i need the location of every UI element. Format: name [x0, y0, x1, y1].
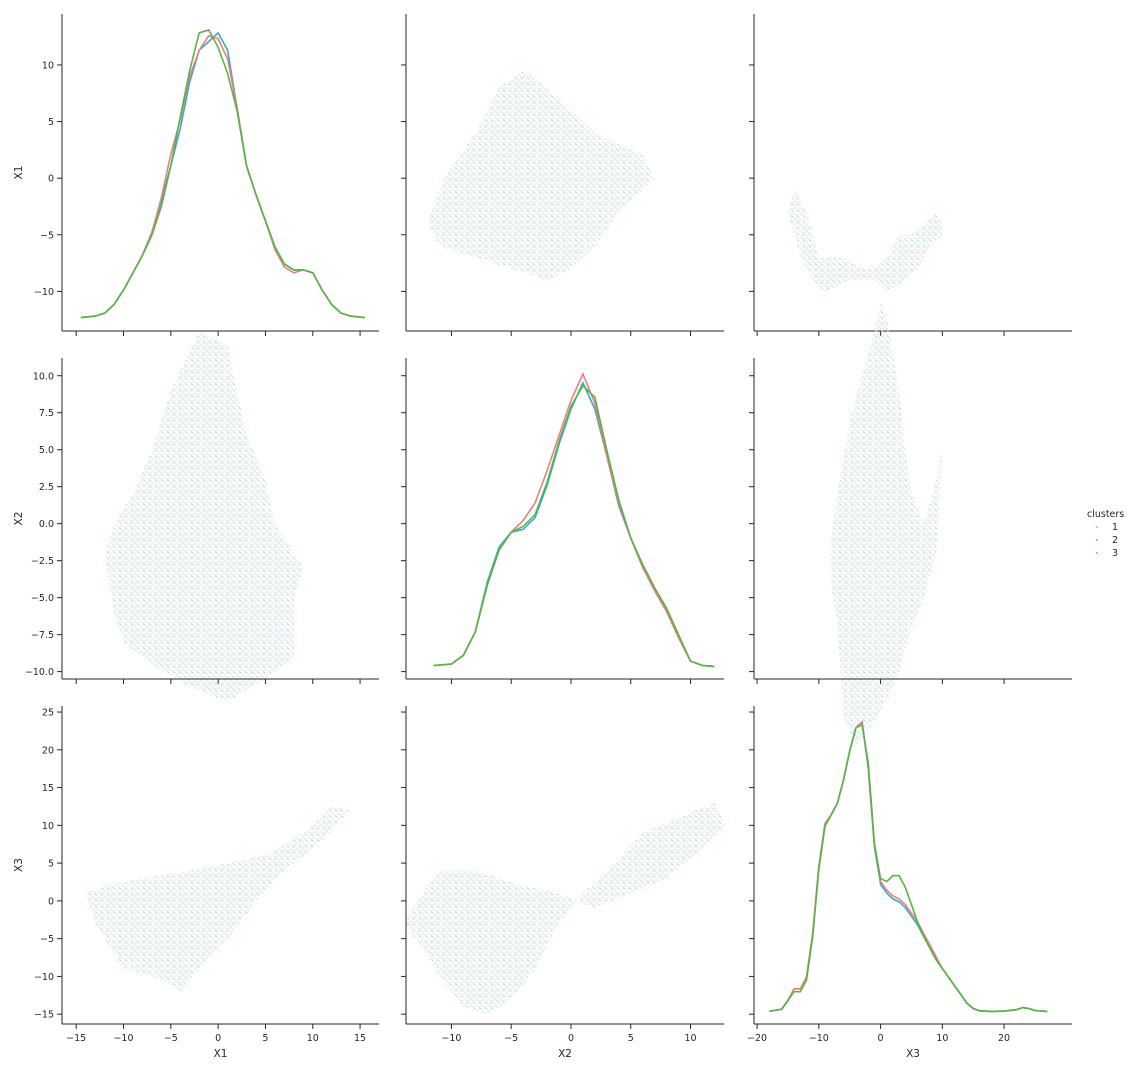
scatter-cloud-x1-vs-x2 [427, 70, 655, 281]
panel-x3-vs-x2: −10 −5 0 5 10 X2 [401, 706, 727, 1060]
legend-marker-3 [1096, 552, 1098, 554]
panel-x2-vs-x2 [401, 358, 724, 684]
x-axis-label-x2: X2 [558, 1048, 572, 1060]
x-tick-label: 10 [307, 1033, 319, 1044]
x-tick-label: 10 [936, 1033, 948, 1044]
scatter-cloud-x2-vs-x1 [104, 331, 304, 702]
panel-x3-vs-x3: −20 −10 0 10 20 X3 [747, 706, 1072, 1060]
y-axis-label-x3: X3 [13, 858, 25, 872]
legend-entry-1: 1 [1112, 522, 1118, 533]
panels-layer: −10 −5 0 5 10 X1 −10.0 −7.5 −5.0 −2.5 0.0 2.5 5.0 7.5… [13, 14, 1072, 1060]
x-tick-label: 0 [878, 1033, 884, 1044]
y-tick-label: 10 [42, 60, 54, 71]
y-tick-label: −2.5 [31, 556, 54, 567]
panel-x1-vs-x3 [749, 14, 1072, 336]
x-tick-label: −10 [441, 1033, 461, 1044]
y-tick-label: 0 [48, 174, 54, 185]
y-tick-label: 20 [42, 745, 54, 756]
y-tick-label: −10 [34, 287, 54, 298]
x-tick-label: −5 [504, 1033, 518, 1044]
y-tick-label: 10 [42, 821, 54, 832]
y-tick-label: 10.0 [33, 371, 54, 382]
kde-line-x3-cluster-3 [769, 720, 1048, 1013]
y-tick-label: 7.5 [39, 408, 54, 419]
y-tick-label: −10.0 [25, 667, 54, 678]
x-tick-label: 0 [568, 1033, 574, 1044]
kde-line-x1-cluster-1 [80, 34, 365, 319]
panel-x3-vs-x1: −15 −10 −5 0 5 10 15 20 25 −15 −10 −5 0 5 10 15 X3 X1 [13, 706, 379, 1060]
y-tick-label: 15 [42, 783, 54, 794]
scatter-cloud-x1-vs-x3 [788, 189, 943, 292]
y-tick-label: 0 [48, 896, 54, 907]
y-axis-label-x1: X1 [13, 166, 25, 180]
x-tick-label: 15 [354, 1033, 366, 1044]
kde-line-x1-cluster-3 [80, 31, 365, 319]
x-axis-label-x1: X1 [214, 1048, 228, 1060]
kde-line-x3-cluster-1 [769, 720, 1048, 1013]
kde-line-x3-cluster-2 [769, 723, 1048, 1013]
y-tick-label: −5.0 [31, 593, 54, 604]
legend: clusters 1 2 3 [1087, 509, 1124, 559]
y-tick-label: 25 [42, 708, 54, 719]
scatter-cloud-x2-vs-x3 [831, 301, 943, 746]
kde-line-x1-cluster-2 [80, 29, 365, 319]
y-tick-label: −5 [40, 230, 54, 241]
y-tick-label: 5 [48, 859, 54, 870]
y-tick-label: 0.0 [39, 519, 54, 530]
x-tick-label: 10 [684, 1033, 696, 1044]
kde-line-x2-cluster-2 [433, 384, 715, 668]
y-tick-label: −7.5 [31, 630, 54, 641]
x-tick-label: −10 [113, 1033, 133, 1044]
legend-title: clusters [1087, 509, 1124, 520]
y-tick-label: 2.5 [39, 482, 54, 493]
y-tick-label: −15 [34, 1010, 54, 1021]
legend-entry-3: 3 [1112, 548, 1118, 559]
y-tick-label: −5 [40, 934, 54, 945]
x-tick-label: 20 [998, 1033, 1010, 1044]
x-tick-label: −15 [66, 1033, 86, 1044]
x-tick-label: 5 [628, 1033, 634, 1044]
x-tick-label: −20 [747, 1033, 767, 1044]
scatter-cloud-x3-vs-x2 [403, 802, 727, 1015]
legend-marker-1 [1096, 526, 1098, 528]
x-tick-label: 0 [215, 1033, 221, 1044]
legend-entry-2: 2 [1112, 535, 1118, 546]
panel-x2-vs-x1: −10.0 −7.5 −5.0 −2.5 0.0 2.5 5.0 7.5 10.0 X2 [13, 331, 379, 702]
y-tick-label: −10 [34, 972, 54, 983]
y-tick-label: 5 [48, 117, 54, 128]
panel-x2-vs-x3 [749, 301, 1072, 746]
x-tick-label: 5 [262, 1033, 268, 1044]
scatter-cloud-x3-vs-x1 [85, 806, 351, 992]
panel-x1-vs-x1: −10 −5 0 5 10 X1 [13, 14, 379, 336]
x-tick-label: −10 [809, 1033, 829, 1044]
y-tick-label: 5.0 [39, 445, 54, 456]
panel-x1-vs-x2 [401, 14, 724, 336]
x-tick-label: −5 [164, 1033, 178, 1044]
legend-marker-2 [1096, 539, 1098, 541]
y-axis-label-x2: X2 [13, 512, 25, 526]
x-axis-label-x3: X3 [906, 1048, 920, 1060]
